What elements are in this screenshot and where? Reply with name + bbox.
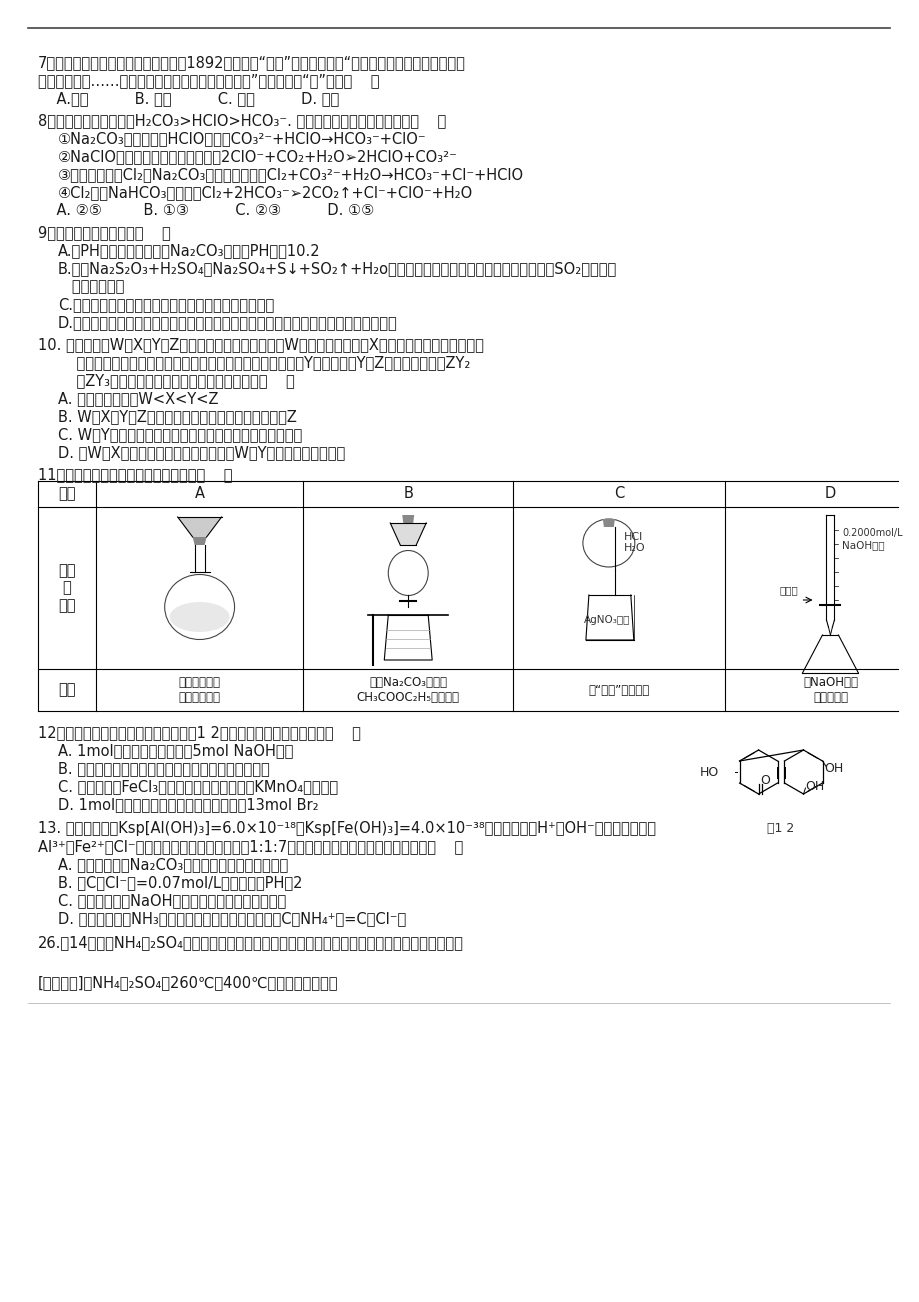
Text: 13. 已知常温下：Ksp[Al(OH)₃]=6.0×10⁻¹⁸，Ksp[Fe(OH)₃]=4.0×10⁻³⁸，某溶液中除H⁺，OH⁻外，还有大量的: 13. 已知常温下：Ksp[Al(OH)₃]=6.0×10⁻¹⁸，Ksp[Fe(… <box>38 822 655 836</box>
Polygon shape <box>602 519 614 527</box>
Text: HO: HO <box>698 766 718 779</box>
Text: D: D <box>824 487 835 501</box>
Text: B.已知Na₂S₂O₃+H₂SO₄＝Na₂SO₄+S↓+SO₂↑+H₂o，在定量测定该反应速率时，可用排水法测SO₂的体积，: B.已知Na₂S₂O₃+H₂SO₄＝Na₂SO₄+S↓+SO₂↑+H₂o，在定量… <box>58 260 617 276</box>
Text: 11下列操作或装置能达到实验目的的是（    ）: 11下列操作或装置能达到实验目的的是（ ） <box>38 467 233 482</box>
Text: C: C <box>613 487 623 501</box>
Text: ④Cl₂通入NaHCO₃溶液中：Cl₂+2HCO₃⁻➢2CO₂↑+Cl⁻+ClO⁻+H₂O: ④Cl₂通入NaHCO₃溶液中：Cl₂+2HCO₃⁻➢2CO₂↑+Cl⁻+ClO… <box>58 185 472 201</box>
Polygon shape <box>192 536 207 546</box>
Polygon shape <box>402 516 414 523</box>
Text: 和ZY₃。根据以上叙述，下列说法中正确的是（    ）: 和ZY₃。根据以上叙述，下列说法中正确的是（ ） <box>58 372 294 388</box>
Text: ①Na₂CO₃溶液中加入HClO溶液：CO₃²⁻+HClO→HCO₃⁻+ClO⁻: ①Na₂CO₃溶液中加入HClO溶液：CO₃²⁻+HClO→HCO₃⁻+ClO⁻ <box>58 132 426 146</box>
Text: 目的: 目的 <box>58 682 75 698</box>
Text: 9、下列说法正确的是：（    ）: 9、下列说法正确的是：（ ） <box>38 225 171 240</box>
Text: C. W与Y可形成既含极性共价键又含非极性共价键的化合物: C. W与Y可形成既含极性共价键又含非极性共价键的化合物 <box>58 427 301 441</box>
Text: OH: OH <box>805 780 823 793</box>
Text: 用NaOH溶液
滴定稀盐酸: 用NaOH溶液 滴定稀盐酸 <box>802 676 857 704</box>
Polygon shape <box>390 523 425 546</box>
Text: HCl: HCl <box>623 533 642 542</box>
Polygon shape <box>177 517 221 536</box>
Text: AgNO₃溶液: AgNO₃溶液 <box>583 615 630 625</box>
Text: 10. 短周期元素W、X、Y和Z的原子序数依次增大。其中W的原子半径最小，X的一种核素在考古时常用来: 10. 短周期元素W、X、Y和Z的原子序数依次增大。其中W的原子半径最小，X的一… <box>38 337 483 352</box>
Text: 入甮，蒸气上……其清如水，味极浓烈，盖酒露也。”这里所用的“法”是指（    ）: 入甮，蒸气上……其清如水，味极浓烈，盖酒露也。”这里所用的“法”是指（ ） <box>38 73 379 89</box>
Text: NaOH溶液: NaOH溶液 <box>842 540 884 549</box>
Text: 做“白色”噴泉实验: 做“白色”噴泉实验 <box>587 684 649 697</box>
Text: 计算反应速率: 计算反应速率 <box>58 279 124 294</box>
Text: B: B <box>403 487 413 501</box>
Text: ③等物质的量的Cl₂与Na₂CO₃溶液恰好反应：Cl₂+CO₃²⁻+H₂O→HCO₃⁻+Cl⁻+HClO: ③等物质的量的Cl₂与Na₂CO₃溶液恰好反应：Cl₂+CO₃²⁻+H₂O→HC… <box>58 167 524 182</box>
Text: 选项: 选项 <box>58 487 75 501</box>
Ellipse shape <box>169 602 230 631</box>
Text: A. 原子半径大小为W<X<Y<Z: A. 原子半径大小为W<X<Y<Z <box>58 391 218 406</box>
Text: A. 1mol该有机物最多可以和5mol NaOH反应: A. 1mol该有机物最多可以和5mol NaOH反应 <box>58 743 293 758</box>
Text: 12、某小分子抗癌药物的分子结构如题1 2图所示，下列说法正确的是（    ）: 12、某小分子抗癌药物的分子结构如题1 2图所示，下列说法正确的是（ ） <box>38 725 360 740</box>
Text: 鉴定一些文物的年代，工业上采用液态空气分馏方法来生产Y的单质，且Y和Z可以形成化合物ZY₂: 鉴定一些文物的年代，工业上采用液态空气分馏方法来生产Y的单质，且Y和Z可以形成化… <box>58 355 470 370</box>
Text: H₂O: H₂O <box>623 543 645 553</box>
Text: A. 向溶液中滴加Na₂CO₃溶液，立即产生沉淠和气体: A. 向溶液中滴加Na₂CO₃溶液，立即产生沉淠和气体 <box>58 857 288 872</box>
Text: 题1 2: 题1 2 <box>766 822 793 835</box>
Text: B. 该有机物容易发生加成、取代、中和、消去等反应: B. 该有机物容易发生加成、取代、中和、消去等反应 <box>58 760 269 776</box>
Text: Al³⁺、Fe²⁺、Cl⁻，且这三种离子的数量之比为1:1:7，下列有关该溶液判断不正确的是：（    ）: Al³⁺、Fe²⁺、Cl⁻，且这三种离子的数量之比为1:1:7，下列有关该溶液判… <box>38 838 462 854</box>
Text: C. 该有机物遇FeCl₃溶液不变色，但可使酸性KMnO₄溶液褪色: C. 该有机物遇FeCl₃溶液不变色，但可使酸性KMnO₄溶液褪色 <box>58 779 337 794</box>
Text: [查阅资料]（NH₄）₂SO₄在260℃和400℃时分解产物不同。: [查阅资料]（NH₄）₂SO₄在260℃和400℃时分解产物不同。 <box>38 975 338 990</box>
Text: C. 往溶液中加入NaOH溶液，先生成的沉淠呼红褐色: C. 往溶液中加入NaOH溶液，先生成的沉淠呼红褐色 <box>58 893 286 907</box>
Text: B. 若C（Cl⁻）=0.07mol/L，则溶液的PH为2: B. 若C（Cl⁻）=0.07mol/L，则溶液的PH为2 <box>58 875 302 891</box>
Text: D. 往溶液中通入NH₃，直至溶液呼中性，此时溶液中C（NH₄⁺）=C（Cl⁻）: D. 往溶液中通入NH₃，直至溶液呼中性，此时溶液中C（NH₄⁺）=C（Cl⁻） <box>58 911 405 926</box>
Text: D.油脂皼化反应后的反应液中加入饱和食盐水并搞拌后，生成的高级脂肪酸钓浮在水面: D.油脂皼化反应后的反应液中加入饱和食盐水并搞拌后，生成的高级脂肪酸钓浮在水面 <box>58 315 397 329</box>
Text: C.蒸发结晶时，将蒸发皿中的溶液蒸干后得到所需固体: C.蒸发结晶时，将蒸发皿中的溶液蒸干后得到所需固体 <box>58 297 274 312</box>
Text: A.用PH试纸测得某浓度的Na₂CO₃溶液的PH値为10.2: A.用PH试纸测得某浓度的Na₂CO₃溶液的PH値为10.2 <box>58 243 320 258</box>
Text: OH: OH <box>823 763 843 776</box>
Text: O: O <box>760 773 769 786</box>
Text: B. W与X、Y、Z分别形成最简单化合物中最稳定的是Z: B. W与X、Y、Z分别形成最简单化合物中最稳定的是Z <box>58 409 297 424</box>
Text: 7、我国明代《本草纲目》中收载药物1892种，其中“烧酒”条目下写道：“自元时始创其法，用浓酒和糟: 7、我国明代《本草纲目》中收载药物1892种，其中“烧酒”条目下写道：“自元时始… <box>38 55 465 70</box>
Text: 8、已知电离平衡常数：H₂CO₃>HClO>HCO₃⁻. 下列离子反应方程式正确的是（    ）: 8、已知电离平衡常数：H₂CO₃>HClO>HCO₃⁻. 下列离子反应方程式正确… <box>38 113 446 128</box>
Text: 稀盐酸: 稀盐酸 <box>779 585 798 595</box>
Text: 26.（14分）（NH₄）₂SO₄是常见的化肥和化工原料，受热易分解。某兴趣小组拟探究其分解产物。: 26.（14分）（NH₄）₂SO₄是常见的化肥和化工原料，受热易分解。某兴趣小组… <box>38 935 463 950</box>
Text: A.萄取          B. 渗析          C. 蒸馏          D. 干馏: A.萄取 B. 渗析 C. 蒸馏 D. 干馏 <box>38 91 339 105</box>
Text: A: A <box>195 487 204 501</box>
Text: 配制一定物质
的量浓度溶液: 配制一定物质 的量浓度溶液 <box>178 676 221 704</box>
Text: A. ②⑤         B. ①③          C. ②③          D. ①⑤: A. ②⑤ B. ①③ C. ②③ D. ①⑤ <box>38 203 374 217</box>
Text: 操作
或
装置: 操作 或 装置 <box>58 562 75 613</box>
Text: 0.2000mol/L: 0.2000mol/L <box>842 529 902 538</box>
Text: D. 由W与X组成的化合物的永点总低于由W与Y组成的卨合物的永点: D. 由W与X组成的化合物的永点总低于由W与Y组成的卨合物的永点 <box>58 445 345 460</box>
Text: 分离Na₂CO₃溶液和
CH₃COOC₂H₅的混合物: 分离Na₂CO₃溶液和 CH₃COOC₂H₅的混合物 <box>357 676 460 704</box>
Text: D. 1mol该有机物与浓溝水反应，最多消耰13mol Br₂: D. 1mol该有机物与浓溝水反应，最多消耰13mol Br₂ <box>58 797 318 812</box>
Text: ②NaClO溶液中通入少量二氧化碳：2ClO⁻+CO₂+H₂O➢2HClO+CO₃²⁻: ②NaClO溶液中通入少量二氧化碳：2ClO⁻+CO₂+H₂O➢2HClO+CO… <box>58 148 458 164</box>
